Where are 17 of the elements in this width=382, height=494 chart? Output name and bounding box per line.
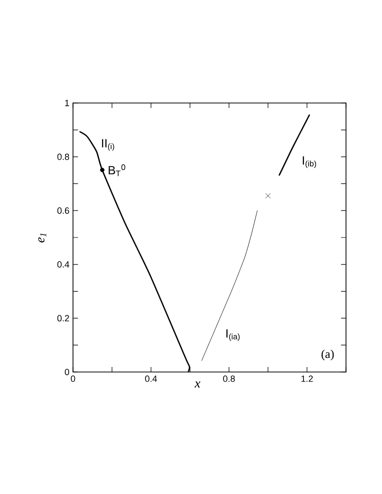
x-tick-label: 0.8	[223, 376, 235, 382]
x-axis-title: x	[194, 382, 200, 388]
x-tick-label: 0	[70, 376, 76, 382]
line-series	[201, 210, 258, 361]
y-tick-label: 0.2	[57, 315, 70, 322]
y-tick-label: 0.4	[57, 261, 70, 268]
x-tick-label: 0.4	[145, 376, 157, 382]
annotation: (a)	[322, 350, 334, 360]
x-tick-label: 1.2	[301, 376, 313, 382]
annotation: I$_{(ib)}$	[302, 156, 316, 168]
annotation: I$_{(ia)}$	[226, 329, 240, 341]
y-tick-label: 1	[65, 100, 70, 106]
y-tick-label: 0.8	[57, 154, 70, 160]
y-tick-label: 0.6	[57, 207, 70, 214]
annotation: II$_{(i)}$	[102, 139, 114, 151]
y-tick-label: 0	[64, 368, 70, 376]
y-axis-title: e$_{1}$	[38, 234, 46, 242]
